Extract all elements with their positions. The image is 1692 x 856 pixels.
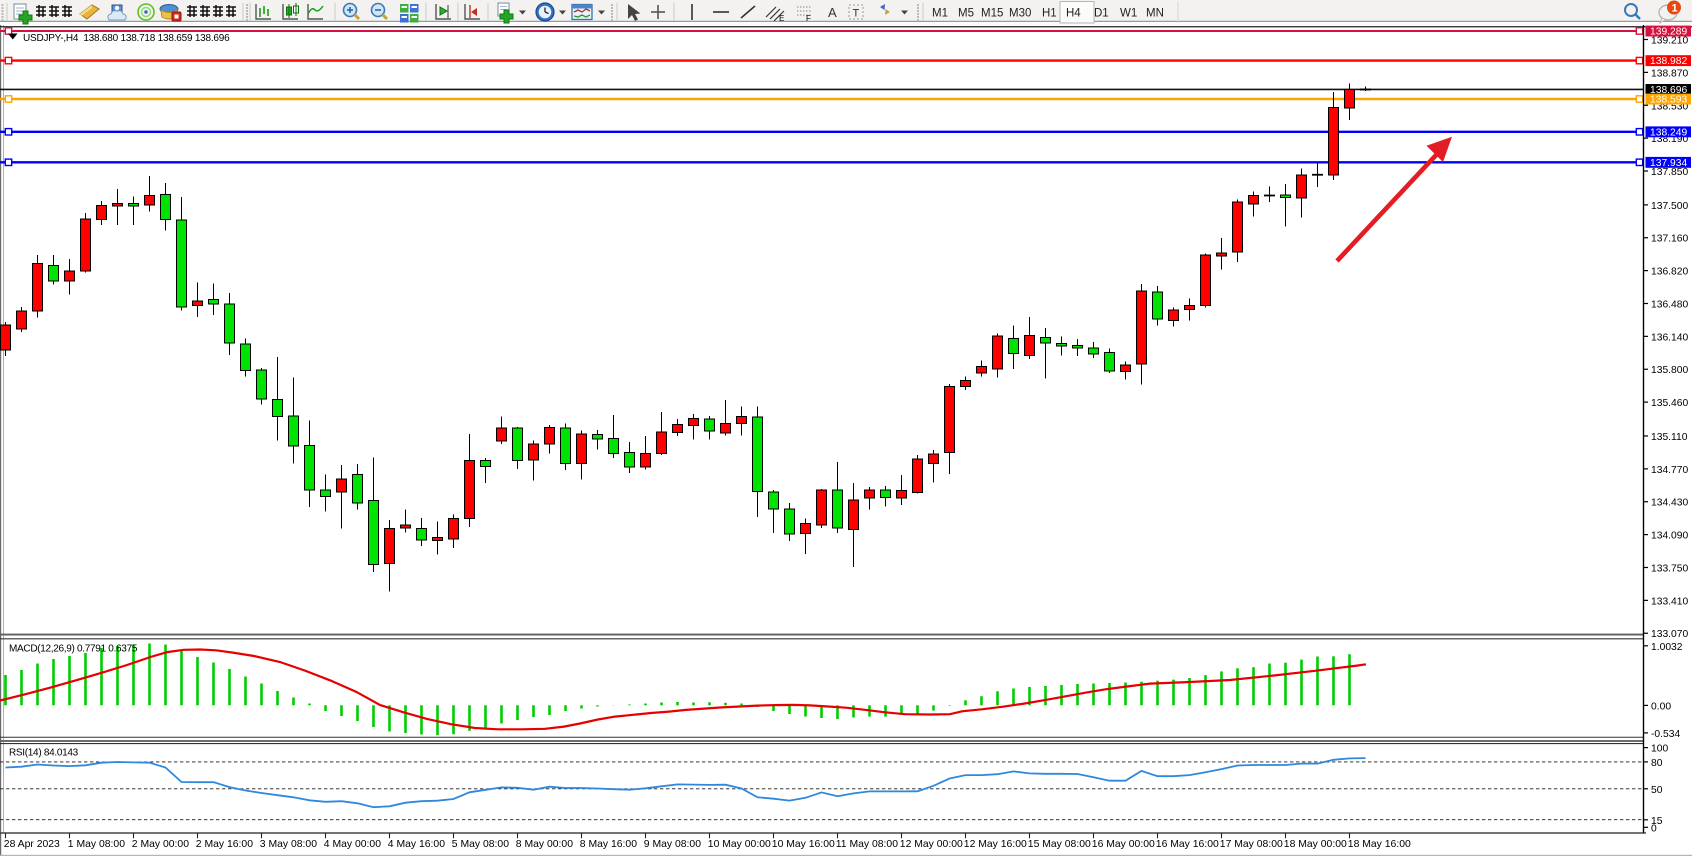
- svg-text:135.460: 135.460: [1651, 398, 1688, 409]
- svg-text:M15: M15: [981, 8, 1003, 20]
- svg-text:0.00: 0.00: [1651, 701, 1671, 712]
- svg-text:138.982: 138.982: [1650, 56, 1687, 67]
- svg-text:MACD(12,26,9) 0.7791 0.6375: MACD(12,26,9) 0.7791 0.6375: [9, 644, 138, 655]
- svg-text:1 May 08:00: 1 May 08:00: [68, 839, 125, 850]
- svg-text:D1: D1: [1094, 8, 1109, 20]
- svg-text:138.530: 138.530: [1651, 101, 1688, 112]
- svg-text:8 May 16:00: 8 May 16:00: [580, 839, 637, 850]
- svg-text:1: 1: [1672, 3, 1678, 15]
- svg-text:W1: W1: [1120, 8, 1137, 20]
- svg-text:11 May 08:00: 11 May 08:00: [836, 839, 898, 850]
- svg-text:134.770: 134.770: [1651, 465, 1688, 476]
- svg-text:134.430: 134.430: [1651, 498, 1688, 509]
- svg-text:80: 80: [1651, 758, 1663, 769]
- svg-text:RSI(14) 84.0143: RSI(14) 84.0143: [9, 748, 79, 759]
- svg-text:10 May 00:00: 10 May 00:00: [708, 839, 771, 850]
- svg-text:0: 0: [1651, 823, 1657, 834]
- svg-text:138.249: 138.249: [1650, 127, 1687, 138]
- svg-text:138.593: 138.593: [1650, 95, 1687, 106]
- svg-text:9 May 08:00: 9 May 08:00: [644, 839, 701, 850]
- svg-text:137.500: 137.500: [1651, 201, 1688, 212]
- svg-text:50: 50: [1651, 785, 1663, 796]
- svg-text:2 May 16:00: 2 May 16:00: [196, 839, 253, 850]
- svg-text:100: 100: [1651, 744, 1668, 755]
- svg-text:18 May 00:00: 18 May 00:00: [1284, 839, 1347, 850]
- svg-text:137.850: 137.850: [1651, 167, 1688, 178]
- svg-text:138.870: 138.870: [1651, 68, 1688, 79]
- svg-text:H4: H4: [1066, 8, 1081, 20]
- svg-text:137.934: 137.934: [1650, 158, 1687, 169]
- svg-text:-0.534: -0.534: [1651, 729, 1680, 740]
- svg-text:M30: M30: [1009, 8, 1031, 20]
- svg-text:136.820: 136.820: [1651, 267, 1688, 278]
- svg-text:12 May 00:00: 12 May 00:00: [900, 839, 963, 850]
- svg-text:16 May 00:00: 16 May 00:00: [1092, 839, 1155, 850]
- svg-text:15: 15: [1651, 816, 1663, 827]
- svg-text:F: F: [806, 14, 811, 23]
- svg-text:28 Apr 2023: 28 Apr 2023: [4, 839, 60, 850]
- svg-text:M5: M5: [958, 8, 974, 20]
- svg-text:17 May 08:00: 17 May 08:00: [1220, 839, 1283, 850]
- svg-text:8 May 00:00: 8 May 00:00: [516, 839, 573, 850]
- svg-text:16 May 16:00: 16 May 16:00: [1156, 839, 1219, 850]
- svg-text:133.070: 133.070: [1651, 629, 1688, 640]
- svg-text:1.0032: 1.0032: [1651, 642, 1683, 653]
- svg-text:136.140: 136.140: [1651, 332, 1688, 343]
- svg-text:133.750: 133.750: [1651, 563, 1688, 574]
- svg-text:10 May 16:00: 10 May 16:00: [772, 839, 835, 850]
- svg-text:134.090: 134.090: [1651, 531, 1688, 542]
- svg-text:135.800: 135.800: [1651, 365, 1688, 376]
- svg-text:T: T: [853, 8, 860, 20]
- svg-text:4 May 00:00: 4 May 00:00: [324, 839, 381, 850]
- svg-text:135.110: 135.110: [1651, 432, 1688, 443]
- svg-text:H1: H1: [1042, 8, 1057, 20]
- svg-text:E: E: [779, 14, 784, 23]
- svg-text:5 May 08:00: 5 May 08:00: [452, 839, 509, 850]
- svg-text:136.480: 136.480: [1651, 299, 1688, 310]
- svg-text:139.289: 139.289: [1650, 27, 1687, 38]
- svg-text:139.210: 139.210: [1651, 36, 1688, 47]
- svg-text:138.696: 138.696: [1650, 85, 1687, 96]
- svg-text:18 May 16:00: 18 May 16:00: [1348, 839, 1411, 850]
- svg-text:2 May 00:00: 2 May 00:00: [132, 839, 189, 850]
- svg-text:3 May 08:00: 3 May 08:00: [260, 839, 317, 850]
- svg-text:137.160: 137.160: [1651, 234, 1688, 245]
- svg-text:A: A: [828, 5, 837, 20]
- svg-text:12 May 16:00: 12 May 16:00: [964, 839, 1027, 850]
- svg-text:15 May 08:00: 15 May 08:00: [1028, 839, 1091, 850]
- svg-text:133.410: 133.410: [1651, 596, 1688, 607]
- svg-text:M1: M1: [932, 8, 948, 20]
- svg-text:138.190: 138.190: [1651, 134, 1688, 145]
- svg-text:4 May 16:00: 4 May 16:00: [388, 839, 445, 850]
- svg-text:MN: MN: [1146, 8, 1164, 20]
- svg-text:USDJPY-,H4 138.680 138.718 13: USDJPY-,H4 138.680 138.718 138.659 138.6…: [23, 33, 230, 44]
